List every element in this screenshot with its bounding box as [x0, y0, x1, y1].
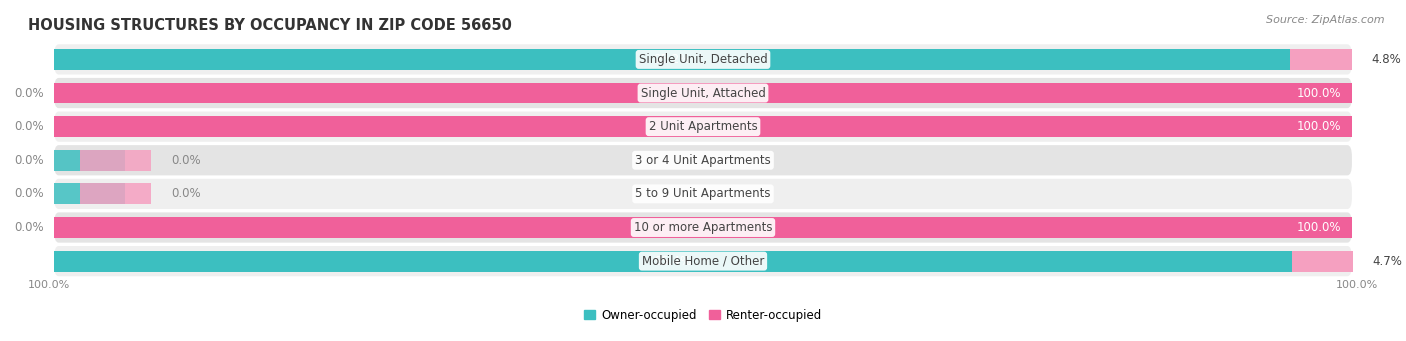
Text: 100.0%: 100.0%: [1298, 120, 1341, 133]
Bar: [53, 183, 125, 204]
Text: 0.0%: 0.0%: [14, 154, 44, 167]
Bar: [1289, 49, 1353, 70]
Text: Source: ZipAtlas.com: Source: ZipAtlas.com: [1267, 15, 1385, 25]
Text: 95.4%: 95.4%: [655, 255, 692, 268]
Text: Single Unit, Detached: Single Unit, Detached: [638, 53, 768, 66]
Text: 4.7%: 4.7%: [1372, 255, 1403, 268]
Bar: [53, 83, 125, 103]
Bar: [53, 217, 125, 238]
Bar: [80, 183, 152, 204]
Text: 2 Unit Apartments: 2 Unit Apartments: [648, 120, 758, 133]
Bar: [53, 217, 1353, 238]
FancyBboxPatch shape: [53, 112, 1353, 142]
Text: 0.0%: 0.0%: [14, 120, 44, 133]
Text: 0.0%: 0.0%: [14, 221, 44, 234]
Bar: [1292, 251, 1353, 271]
Text: 0.0%: 0.0%: [14, 188, 44, 201]
FancyBboxPatch shape: [53, 179, 1353, 209]
Bar: [53, 116, 125, 137]
Text: 5 to 9 Unit Apartments: 5 to 9 Unit Apartments: [636, 188, 770, 201]
Bar: [80, 150, 152, 171]
FancyBboxPatch shape: [53, 246, 1353, 276]
FancyBboxPatch shape: [53, 44, 1353, 75]
Text: 100.0%: 100.0%: [1336, 280, 1378, 290]
Text: Mobile Home / Other: Mobile Home / Other: [641, 255, 765, 268]
Text: 100.0%: 100.0%: [1298, 221, 1341, 234]
Text: 10 or more Apartments: 10 or more Apartments: [634, 221, 772, 234]
Text: 4.8%: 4.8%: [1371, 53, 1402, 66]
Text: 100.0%: 100.0%: [28, 280, 70, 290]
Bar: [53, 150, 125, 171]
Text: 0.0%: 0.0%: [14, 87, 44, 100]
Text: 0.0%: 0.0%: [172, 154, 201, 167]
Text: 0.0%: 0.0%: [172, 188, 201, 201]
FancyBboxPatch shape: [53, 212, 1353, 243]
Text: 95.2%: 95.2%: [654, 53, 690, 66]
FancyBboxPatch shape: [53, 78, 1353, 108]
Bar: [53, 251, 1292, 271]
Bar: [53, 49, 1289, 70]
Bar: [53, 116, 1353, 137]
Text: 3 or 4 Unit Apartments: 3 or 4 Unit Apartments: [636, 154, 770, 167]
FancyBboxPatch shape: [53, 145, 1353, 175]
Text: Single Unit, Attached: Single Unit, Attached: [641, 87, 765, 100]
Text: 100.0%: 100.0%: [1298, 87, 1341, 100]
Legend: Owner-occupied, Renter-occupied: Owner-occupied, Renter-occupied: [579, 304, 827, 326]
Bar: [53, 83, 1353, 103]
Text: HOUSING STRUCTURES BY OCCUPANCY IN ZIP CODE 56650: HOUSING STRUCTURES BY OCCUPANCY IN ZIP C…: [28, 18, 512, 33]
